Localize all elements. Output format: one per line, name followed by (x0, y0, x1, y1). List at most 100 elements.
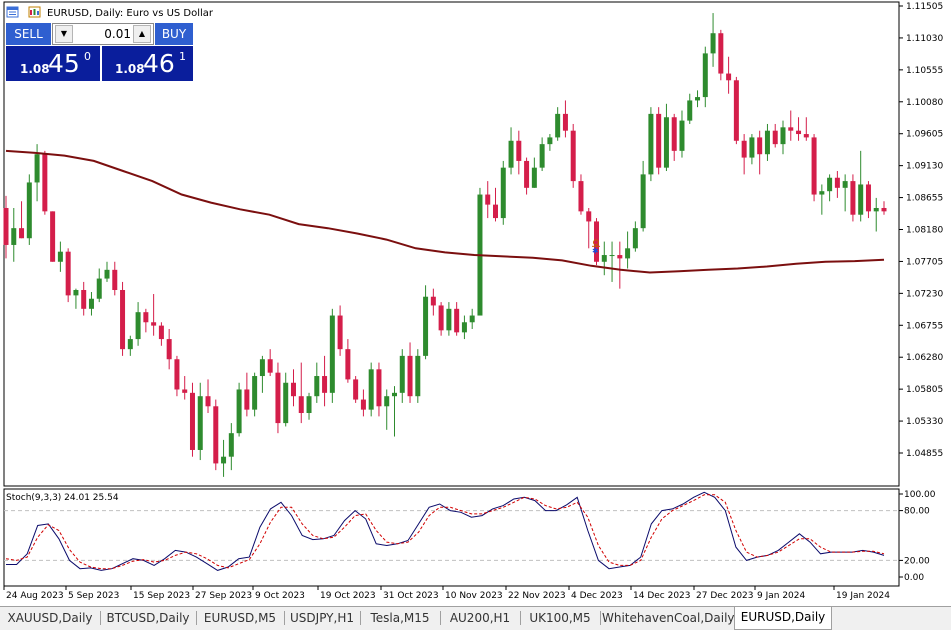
candle-body (834, 177, 840, 188)
stochastic-tick-label: 100.00 (904, 490, 936, 500)
candle-body (858, 184, 864, 215)
chart-title: EURUSD, Daily: Euro vs US Dollar (47, 8, 214, 19)
candle-body (143, 312, 149, 323)
chart-canvas[interactable]: ✱ 1.11505 1.11030 1.10555 1.10080 1.09605 1.0… (0, 0, 951, 606)
time-tick-label: 10 Nov 2023 (445, 591, 503, 601)
candle-body (570, 130, 576, 182)
candle-body (384, 396, 390, 407)
candle-body (780, 127, 786, 145)
candle-body (850, 181, 856, 215)
tab-tesla-m15[interactable]: Tesla,M15 (370, 611, 430, 625)
tab-uk100-m5[interactable]: UK100,M5 (529, 611, 591, 625)
time-tick-label: 27 Dec 2023 (696, 591, 754, 601)
candle-body (112, 269, 118, 290)
tab-usdjpy-h1[interactable]: USDJPY,H1 (290, 611, 354, 625)
stochastic-tick-label: 20.00 (904, 556, 930, 566)
candle-body (547, 137, 553, 145)
candle-body (205, 396, 211, 407)
candle-body (524, 160, 530, 188)
candle-body (345, 349, 351, 380)
buy-price-big: 46 (143, 49, 175, 78)
price-tick-label: 1.08180 (906, 226, 943, 236)
candle-body (586, 211, 592, 222)
svg-text:✱: ✱ (592, 246, 599, 255)
candle-body (337, 315, 343, 350)
candle-body (648, 113, 654, 175)
candle-body (539, 144, 545, 168)
candle-body (306, 396, 312, 414)
candle-body (594, 221, 600, 262)
candle-body (399, 355, 405, 393)
candle-body (298, 396, 304, 414)
candle-body (415, 355, 421, 397)
candle-body (158, 325, 164, 340)
buy-price-button[interactable]: 1.08 46 1 (102, 46, 193, 81)
chart-header: EURUSD, Daily: Euro vs US Dollar (6, 6, 214, 19)
price-tick-label: 1.07705 (906, 257, 943, 267)
sell-price-prefix: 1.08 (20, 62, 50, 76)
candle-body (423, 296, 429, 356)
candle-body (34, 154, 40, 183)
candle-body (881, 207, 887, 212)
stochastic-tick-label: 80.00 (904, 507, 930, 517)
tab-eurusd-m5[interactable]: EURUSD,M5 (203, 611, 277, 625)
candle-body (127, 339, 133, 350)
chart-icon (28, 6, 41, 18)
decrease-lot-button[interactable]: ▼ (55, 25, 73, 43)
candle-body (679, 120, 685, 151)
time-tick-label: 27 Sep 2023 (195, 591, 252, 601)
chart-tabs-bar: XAUUSD,Daily BTCUSD,Daily EURUSD,M5 USDJ… (0, 606, 951, 630)
tab-btcusd-daily[interactable]: BTCUSD,Daily (106, 611, 190, 625)
increase-lot-button[interactable]: ▲ (133, 25, 151, 43)
stochastic-tick-label: 0.00 (904, 573, 924, 583)
tab-au200-h1[interactable]: AU200,H1 (449, 611, 511, 625)
trade-marker-icon: ✱ (592, 239, 600, 255)
tab-xauusd-daily[interactable]: XAUUSD,Daily (7, 611, 93, 625)
price-tick-label: 1.07230 (906, 289, 943, 299)
time-tick-label: 31 Oct 2023 (383, 591, 439, 601)
candle-body (796, 130, 802, 135)
buy-button[interactable]: BUY (155, 23, 193, 45)
candle-body (120, 289, 126, 350)
candle-body (601, 255, 607, 262)
price-tick-label: 1.11505 (906, 2, 943, 12)
candle-body (516, 140, 522, 161)
price-tick-label: 1.10080 (906, 98, 943, 108)
price-tick-label: 1.08655 (906, 194, 943, 204)
candle-body (609, 255, 615, 257)
candle-body (461, 322, 467, 333)
price-tick-label: 1.10555 (906, 66, 943, 76)
candle-body (842, 181, 848, 188)
candle-body (741, 140, 747, 158)
triangle-up-icon: ▲ (138, 29, 146, 38)
lot-size-input[interactable] (75, 25, 131, 43)
tab-eurusd-daily[interactable]: EURUSD,Daily (734, 607, 832, 630)
candle-body (3, 207, 9, 245)
candle-body (430, 296, 436, 306)
candle-body (11, 228, 17, 245)
tab-whitehavencoal-daily[interactable]: WhitehavenCoal,Daily (602, 611, 735, 625)
candle-body (283, 382, 289, 424)
candle-body (827, 177, 833, 192)
candle-body (73, 289, 79, 296)
candle-body (718, 33, 724, 74)
time-tick-label: 9 Oct 2023 (255, 591, 305, 601)
price-tick-label: 1.05805 (906, 385, 943, 395)
lot-size-stepper: ▼ ▲ (52, 23, 154, 45)
candle-body (865, 184, 871, 212)
candle-body (811, 137, 817, 195)
time-tick-label: 9 Jan 2024 (757, 591, 805, 601)
time-tick-label: 24 Aug 2023 (6, 591, 64, 601)
candle-body (322, 376, 328, 393)
price-axis: 1.11505 1.11030 1.10555 1.10080 1.09605 1.091… (899, 2, 943, 459)
candle-body (788, 127, 794, 131)
candle-body (819, 191, 825, 195)
candle-body (508, 140, 514, 168)
sell-price-button[interactable]: 1.08 45 0 (6, 46, 100, 81)
candle-body (493, 204, 499, 219)
time-tick-label: 22 Nov 2023 (508, 591, 566, 601)
candle-body (244, 389, 250, 410)
candle-body (174, 359, 180, 390)
window-icon (6, 6, 19, 18)
sell-button[interactable]: SELL (6, 23, 51, 45)
